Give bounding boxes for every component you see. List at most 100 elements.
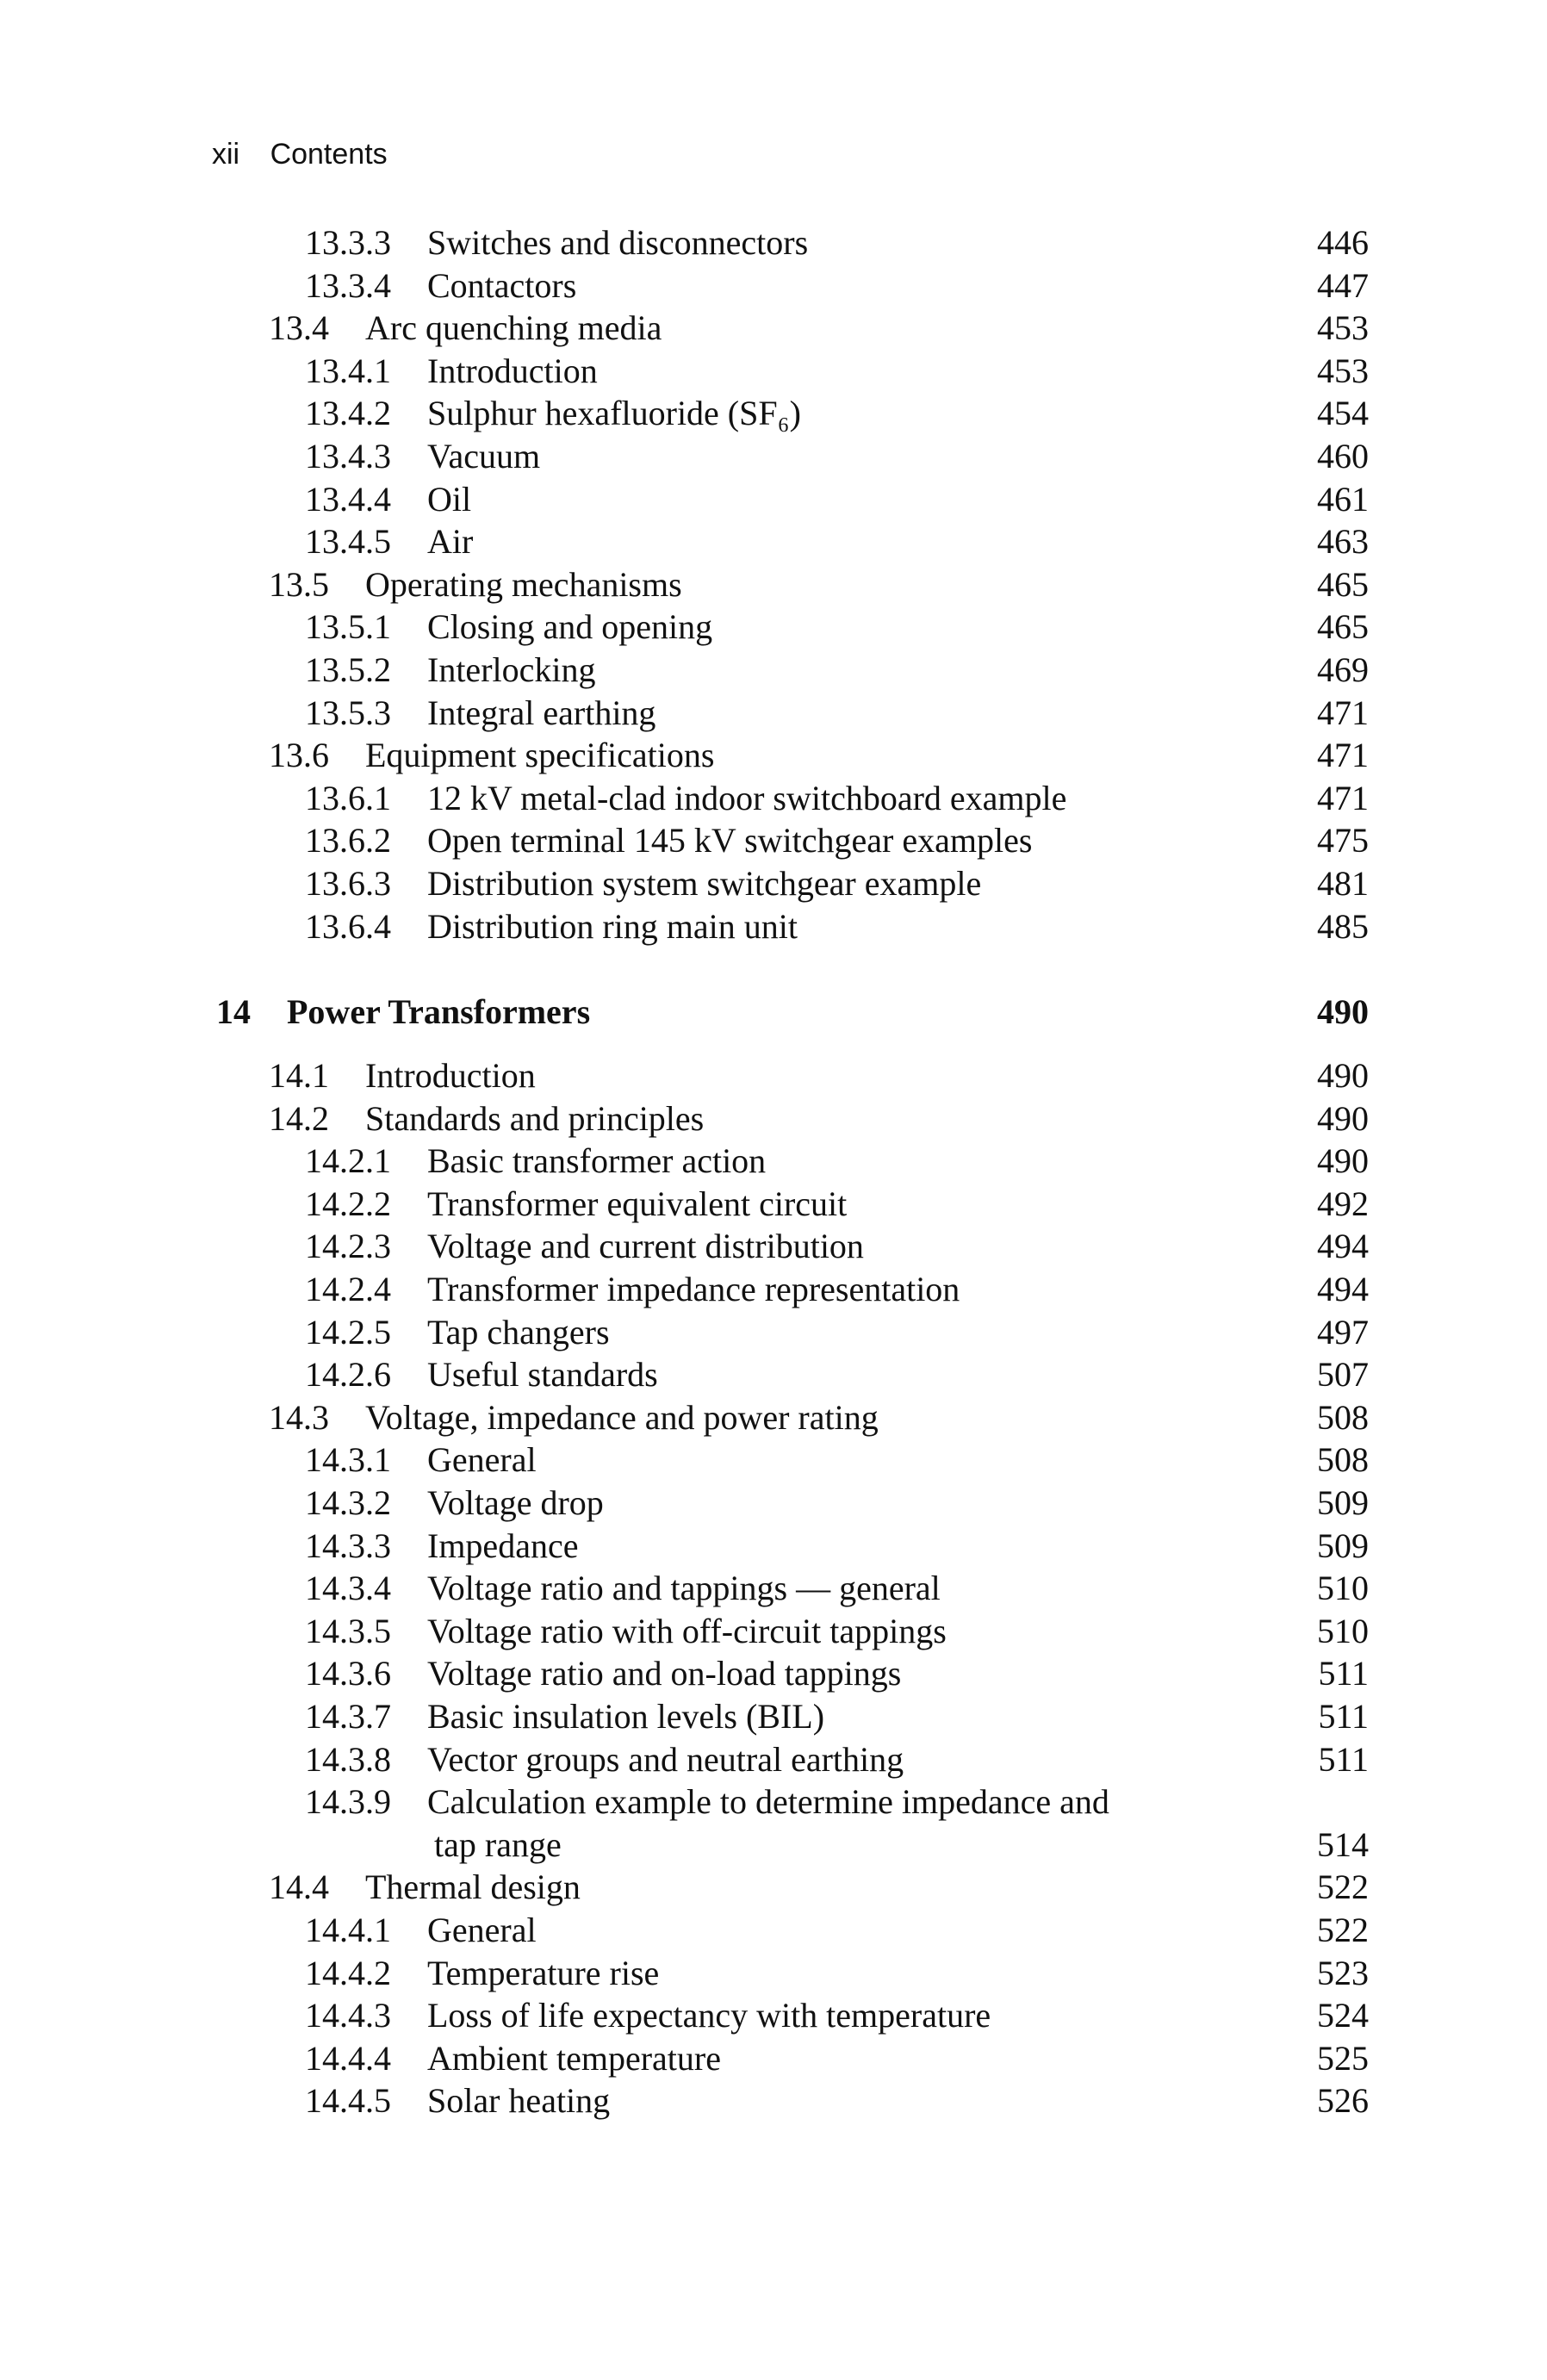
section-number: 14.2.5 xyxy=(305,1312,391,1352)
section-number: 14.4.1 xyxy=(305,1911,391,1949)
toc-entry: 13.4.4 Oil 461 xyxy=(0,478,1547,521)
page-number: 490 xyxy=(1317,1098,1369,1138)
page-number: 514 xyxy=(1317,1824,1369,1864)
toc-entry: 14.2.3 Voltage and current distribution 49… xyxy=(0,1225,1547,1268)
toc-entry: 13.3.4 Contactors 447 xyxy=(0,264,1547,308)
section-title: Interlocking xyxy=(427,650,596,689)
section-number: 14.4.3 xyxy=(305,1996,391,2035)
section-number: 14.3.5 xyxy=(305,1611,391,1650)
page-number: 475 xyxy=(1317,821,1369,861)
toc-entry: 14.2.1 Basic transformer action 490 xyxy=(0,1140,1547,1183)
section-number: 14.3.2 xyxy=(305,1483,391,1522)
toc-entry: 13.6.1 12 kV metal-clad indoor switchboar… xyxy=(0,777,1547,820)
section-number: 14 xyxy=(216,992,251,1031)
toc-entry: 14.4.2 Temperature rise 523 xyxy=(0,1952,1547,1995)
toc-chapter-entry: 14 Power Transformers 490 xyxy=(0,991,1547,1034)
toc-entry: 13.4.2 Sulphur hexafluoride (SF₆) 454 xyxy=(0,392,1547,435)
page-number: 525 xyxy=(1317,2038,1369,2078)
section-number: 13.4.2 xyxy=(305,394,391,433)
section-title: General xyxy=(427,1440,537,1480)
section-number: 14.3.8 xyxy=(305,1739,391,1779)
page-number: 446 xyxy=(1317,223,1369,262)
page-number: 454 xyxy=(1317,394,1369,433)
page-number: 522 xyxy=(1317,1867,1369,1907)
section-title: Closing and opening xyxy=(427,607,713,647)
page-number: 523 xyxy=(1317,1953,1369,1992)
section-number: 14.2.6 xyxy=(305,1355,391,1395)
section-number: 13.4.3 xyxy=(305,437,391,475)
section-title: Basic insulation levels (BIL) xyxy=(427,1697,825,1736)
section-title: Voltage ratio and on-load tappings xyxy=(427,1654,902,1693)
section-title: Integral earthing xyxy=(427,693,656,732)
page-number: 471 xyxy=(1317,778,1369,817)
toc-entry: 14.2 Standards and principles 490 xyxy=(0,1097,1547,1140)
section-number: 14.3.3 xyxy=(305,1526,391,1565)
page-number: 453 xyxy=(1317,308,1369,348)
section-title: Arc quenching media xyxy=(365,308,662,348)
section-number: 14.3.6 xyxy=(305,1654,391,1693)
page-number: 524 xyxy=(1317,1996,1369,2035)
toc-entry: 13.6 Equipment specifications 471 xyxy=(0,734,1547,777)
section-number: 14.3.7 xyxy=(305,1697,391,1736)
page-number: 492 xyxy=(1317,1184,1369,1223)
section-title: Calculation example to determine impedan… xyxy=(427,1782,1109,1822)
toc-entry: 14.2.5 Tap changers 497 xyxy=(0,1311,1547,1354)
section-number: 13.4.4 xyxy=(305,479,391,519)
section-number: 13.4.5 xyxy=(305,522,391,562)
page-number: 511 xyxy=(1318,1654,1369,1693)
toc-entry: 14.3.6 Voltage ratio and on-load tappings… xyxy=(0,1652,1547,1695)
section-number: 13.6.1 xyxy=(305,778,391,817)
section-title: Transformer impedance representation xyxy=(427,1270,960,1308)
toc-entry: 13.5.3 Integral earthing 471 xyxy=(0,692,1547,735)
section-number: 13.6.3 xyxy=(305,864,391,903)
page-number: 485 xyxy=(1317,906,1369,946)
section-number: 13.4.1 xyxy=(305,351,391,390)
section-title: Air xyxy=(427,522,474,562)
toc-entry: 14.3.2 Voltage drop 509 xyxy=(0,1482,1547,1525)
page-number: 471 xyxy=(1317,693,1369,732)
toc-entry: 13.4.3 Vacuum 460 xyxy=(0,435,1547,478)
page-number: 509 xyxy=(1317,1526,1369,1565)
page-number: 463 xyxy=(1317,522,1369,562)
toc-entry: 13.6.3 Distribution system switchgear exa… xyxy=(0,862,1547,905)
section-title: Thermal design xyxy=(365,1867,581,1907)
toc-entry: 13.6.4 Distribution ring main unit 485 xyxy=(0,905,1547,948)
section-title: Power Transformers xyxy=(287,992,591,1031)
page-number: 453 xyxy=(1317,351,1369,390)
toc-entry: 13.5 Operating mechanisms 465 xyxy=(0,563,1547,606)
section-title: Temperature rise xyxy=(427,1953,660,1992)
toc-entry: 14.3.4 Voltage ratio and tappings — gener… xyxy=(0,1567,1547,1610)
section-title: Basic transformer action xyxy=(427,1141,767,1181)
section-title: Introduction xyxy=(427,351,598,390)
section-number: 14.4.2 xyxy=(305,1953,391,1992)
page-number: 469 xyxy=(1317,650,1369,689)
toc-entry-continuation: tap range 514 xyxy=(0,1824,1547,1867)
section-title: Switches and disconnectors xyxy=(427,223,809,262)
section-title: Equipment specifications xyxy=(365,736,715,775)
section-number: 14.4.5 xyxy=(305,2081,391,2121)
toc-entry: 14.2.6 Useful standards 507 xyxy=(0,1353,1547,1396)
section-number: 13.3.4 xyxy=(305,265,391,305)
section-number: 14.3.9 xyxy=(305,1782,391,1822)
section-number: 14.2.2 xyxy=(305,1184,391,1223)
page-number: 494 xyxy=(1317,1227,1369,1266)
section-title: Vacuum xyxy=(427,437,541,475)
toc-entry: 14.4.1 General 522 xyxy=(0,1909,1547,1952)
toc-entry: 13.4 Arc quenching media 453 xyxy=(0,307,1547,350)
page-number: 447 xyxy=(1317,265,1369,305)
page-number: 490 xyxy=(1317,1056,1369,1095)
section-number: 14.4 xyxy=(269,1867,329,1907)
section-title: Voltage ratio with off-circuit tappings xyxy=(427,1611,947,1650)
toc-entry: 13.4.5 Air 463 xyxy=(0,520,1547,563)
section-title: General xyxy=(427,1911,537,1949)
section-number: 14.1 xyxy=(269,1056,329,1095)
section-title: Loss of life expectancy with temperature xyxy=(427,1996,991,2035)
page-number: 471 xyxy=(1317,736,1369,775)
page-number: 510 xyxy=(1317,1611,1369,1650)
section-number: 14.2 xyxy=(269,1098,329,1138)
page-number: 507 xyxy=(1317,1355,1369,1395)
section-title: Sulphur hexafluoride (SF₆) xyxy=(427,394,801,433)
section-number: 13.3.3 xyxy=(305,223,391,262)
section-title: Transformer equivalent circuit xyxy=(427,1184,848,1223)
page-number: 494 xyxy=(1317,1270,1369,1308)
